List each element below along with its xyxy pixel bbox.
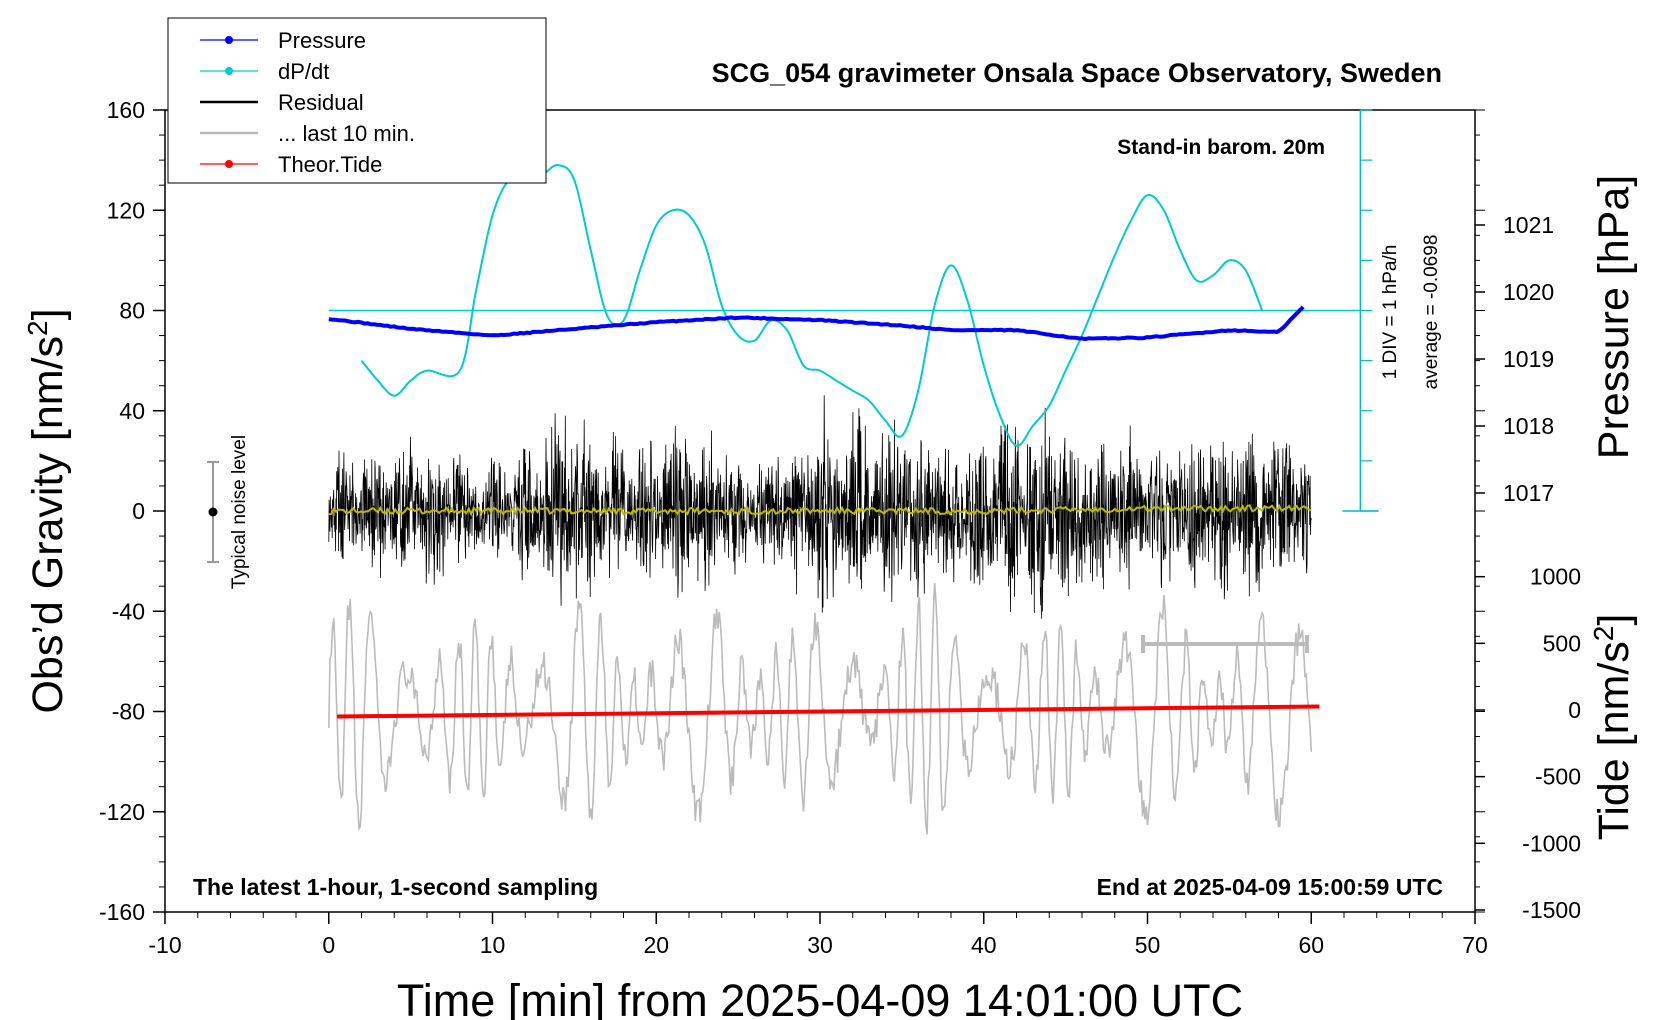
legend-marker	[225, 36, 233, 44]
y-tick-label: 80	[119, 298, 145, 324]
y-tick-label: -160	[99, 899, 145, 925]
y-axis-tide-label-sup: 2	[1588, 626, 1619, 642]
y-axis-tide: 1000 500 0 -500 -1000 -1500	[1475, 564, 1581, 923]
x-tick-label: 60	[1298, 932, 1324, 958]
residual-series	[328, 395, 1312, 619]
tide-line	[336, 704, 1320, 719]
legend-marker	[225, 160, 233, 168]
y-axis-pressure-label: Pressure [hPa]	[1590, 175, 1638, 459]
x-tick-label: 50	[1135, 932, 1161, 958]
y-tick-label: -120	[99, 799, 145, 825]
y-axis-tide-label-text: Tide [nm/s	[1590, 641, 1638, 840]
chart-title: SCG_054 gravimeter Onsala Space Observat…	[712, 58, 1442, 88]
legend-box	[167, 17, 547, 184]
dpdt-scale-label: 1 DIV = 1 hPa/h	[1380, 245, 1401, 380]
noise-level-dot	[208, 507, 218, 517]
x-tick-label: 10	[480, 932, 506, 958]
legend: Pressure dP/dt Residual ... last 10 min. The…	[167, 17, 547, 184]
end-time-note: End at 2025-04-09 15:00:59 UTC	[1097, 874, 1443, 900]
tide-tick-label: -1500	[1522, 897, 1581, 923]
tide-series	[336, 704, 1320, 719]
tide-tick-label: 0	[1568, 697, 1581, 723]
y-tick-label: -40	[112, 598, 145, 624]
residual-smoothed-line	[328, 503, 1312, 517]
y-tick-label: 120	[107, 197, 145, 223]
y-tick-label: 40	[119, 398, 145, 424]
y-tick-label: 160	[107, 97, 145, 123]
pressure-line	[328, 305, 1305, 341]
x-tick-label: -10	[148, 932, 181, 958]
last-10-min-series	[328, 583, 1313, 835]
residual-smoothed-series	[328, 503, 1312, 517]
dpdt-average-label: average = -0.0698	[1421, 235, 1442, 390]
y-axis-left-label-text: Obs’d Gravity [nm/s	[24, 336, 72, 714]
y-axis-left-label-end: ]	[24, 308, 72, 320]
dpdt-series	[328, 164, 1361, 447]
legend-marker	[225, 67, 233, 75]
residual-line	[328, 395, 1312, 619]
last-10-min-line	[328, 583, 1313, 835]
x-tick-label: 40	[971, 932, 997, 958]
last-10-min-bar	[1141, 635, 1309, 653]
tide-tick-label: 1000	[1530, 564, 1581, 590]
pressure-tick-label: 1018	[1503, 413, 1554, 439]
legend-label: Residual	[278, 90, 364, 115]
dpdt-scale-bar	[1342, 109, 1379, 512]
x-tick-label: 70	[1462, 932, 1488, 958]
tide-tick-label: -1000	[1522, 830, 1581, 856]
tide-tick-label: -500	[1535, 764, 1581, 790]
x-tick-label: 0	[322, 932, 335, 958]
y-axis-left-label: Obs’d Gravity [nm/s2]	[22, 308, 73, 713]
noise-level-label: Typical noise level	[229, 435, 250, 589]
legend-label: dP/dt	[278, 59, 329, 84]
y-axis-left-label-sup: 2	[22, 320, 53, 336]
noise-level-indicator: Typical noise level	[207, 435, 250, 589]
pressure-tick-label: 1021	[1503, 212, 1554, 238]
y-tick-label: 0	[132, 498, 145, 524]
x-tick-label: 20	[643, 932, 669, 958]
legend-label: Pressure	[278, 28, 366, 53]
sampling-note: The latest 1-hour, 1-second sampling	[193, 874, 598, 900]
dpdt-line	[360, 164, 1264, 447]
pressure-tick-label: 1019	[1503, 346, 1554, 372]
x-axis-label: Time [min] from 2025-04-09 14:01:00 UTC	[397, 975, 1243, 1020]
pressure-series	[328, 305, 1305, 341]
y-tick-label: -80	[112, 699, 145, 725]
x-tick-label: 30	[807, 932, 833, 958]
legend-label: Theor.Tide	[278, 152, 382, 177]
y-axis-left: 160 120 80 40 0 -40 -80 -120 -160	[99, 97, 1485, 925]
legend-label: ... last 10 min.	[278, 121, 415, 146]
tide-tick-label: 500	[1543, 630, 1581, 656]
x-axis: -10 0 10 20 30 40 50 60 70	[148, 912, 1488, 958]
pressure-tick-label: 1017	[1503, 480, 1554, 506]
barometer-note: Stand-in barom. 20m	[1117, 136, 1325, 159]
pressure-tick-label: 1020	[1503, 279, 1554, 305]
y-axis-tide-label: Tide [nm/s2]	[1588, 614, 1639, 841]
y-axis-tide-label-end: ]	[1590, 614, 1638, 626]
y-axis-pressure: 1021 1020 1019 1018 1017	[1475, 212, 1554, 506]
